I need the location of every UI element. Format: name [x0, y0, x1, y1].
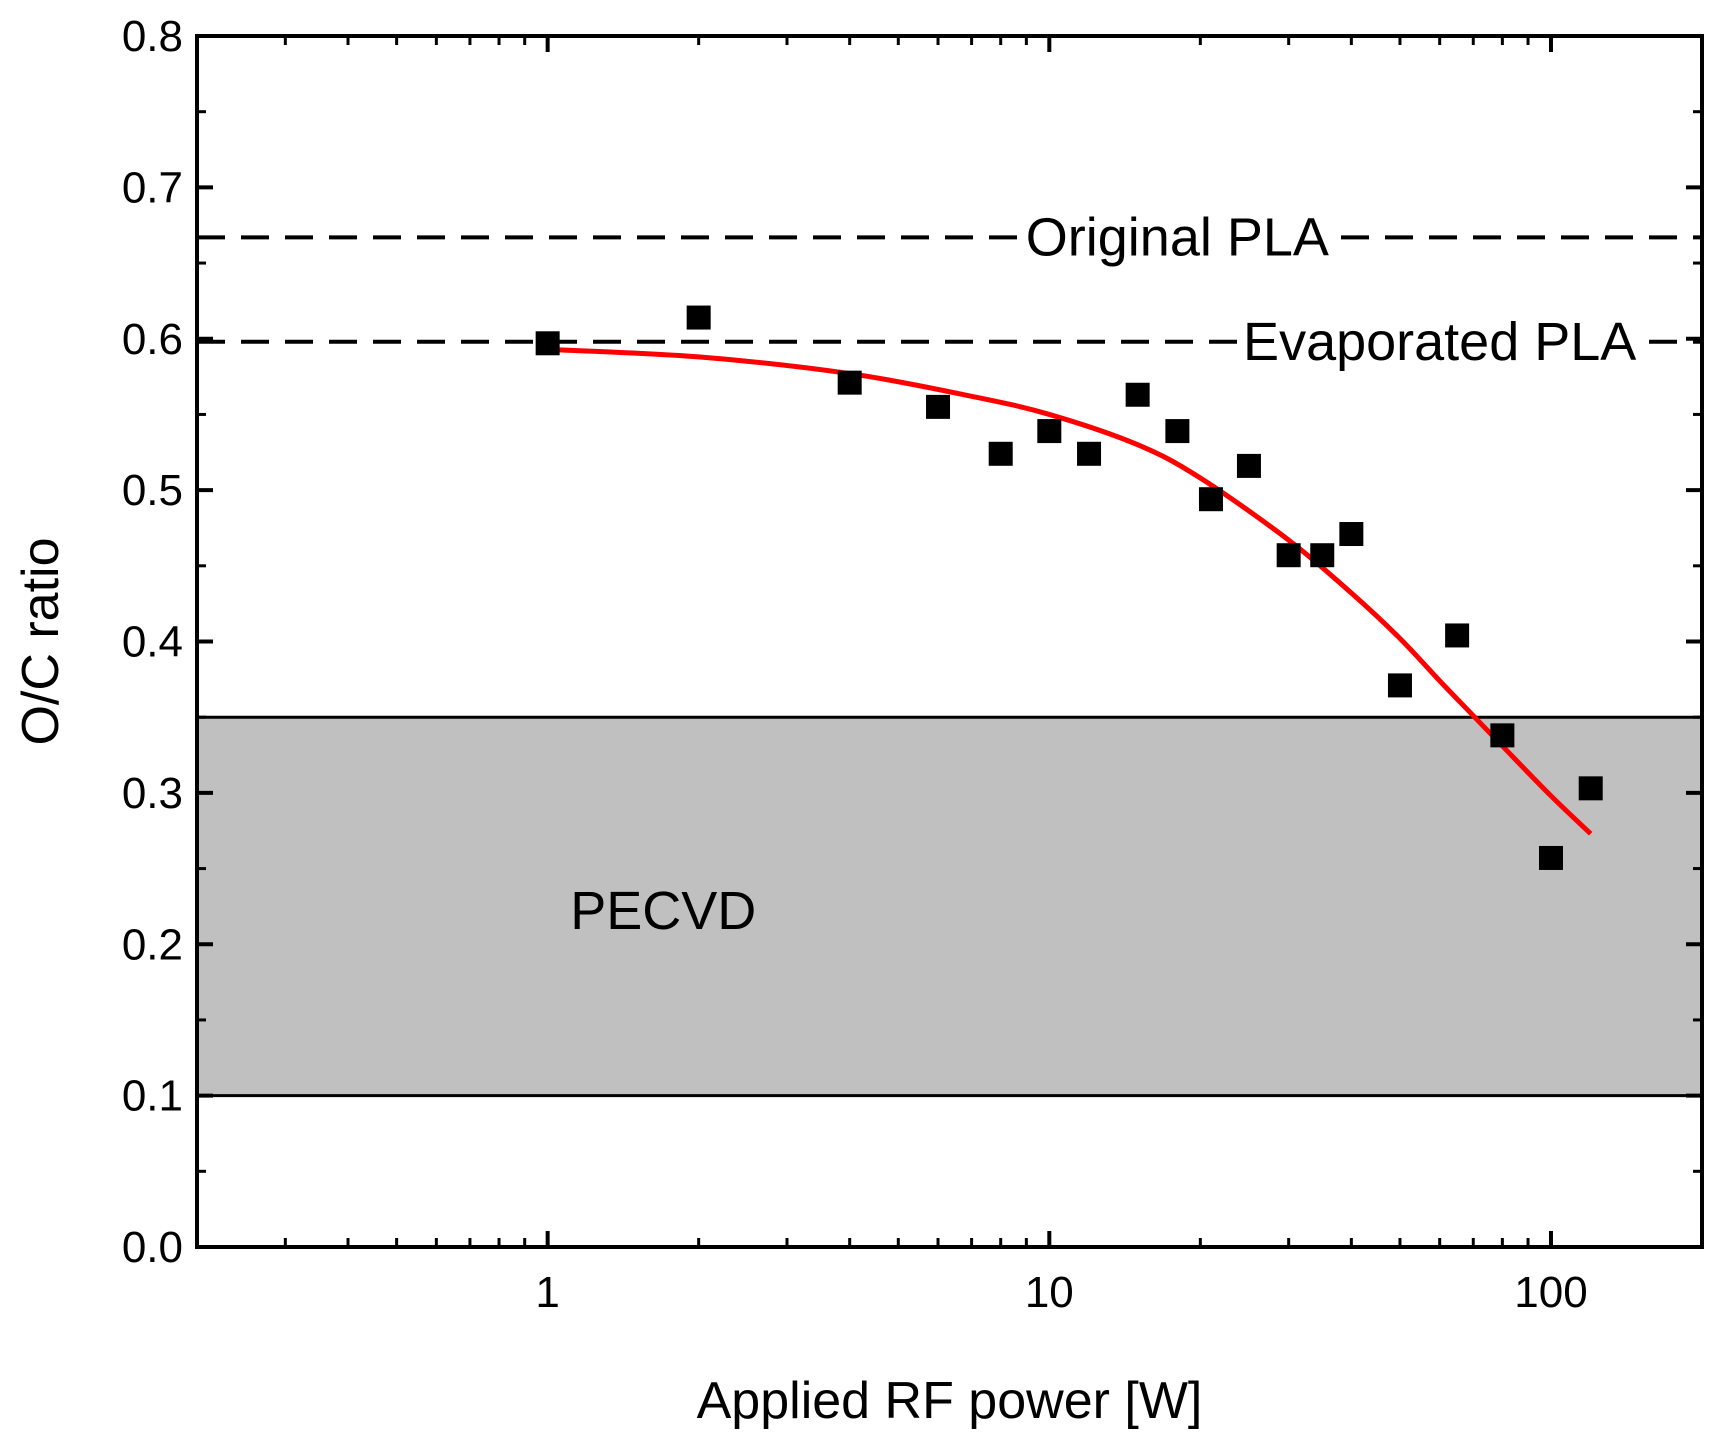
fit-curve: [547, 346, 1593, 836]
pecvd-band-layer: [197, 715, 1702, 1098]
reference-label-backing-1: [1019, 233, 1335, 242]
data-point-8: [1125, 382, 1150, 407]
data-point-4: [926, 394, 951, 419]
data-point-1: [535, 331, 560, 356]
y-tick-label: 0.3: [122, 769, 183, 818]
reference-lines-layer: [197, 233, 1702, 346]
x-tick-label: 1: [535, 1268, 559, 1317]
data-point-16: [1445, 623, 1470, 648]
data-point-14: [1339, 522, 1364, 547]
data-point-15: [1387, 673, 1412, 698]
data-point-18: [1538, 845, 1563, 870]
data-point-19: [1578, 776, 1603, 801]
data-point-5: [988, 441, 1013, 466]
data-points-layer: [535, 305, 1603, 870]
data-point-3: [837, 370, 862, 395]
y-tick-label: 0.4: [122, 618, 183, 667]
y-tick-label: 0.5: [122, 466, 183, 515]
data-point-6: [1037, 419, 1062, 444]
reference-label-2: Evaporated PLA: [1243, 312, 1636, 372]
y-tick-label: 0.0: [122, 1223, 183, 1272]
data-point-7: [1077, 441, 1102, 466]
y-tick-label: 0.7: [122, 163, 183, 212]
data-point-10: [1198, 487, 1223, 512]
data-point-12: [1276, 543, 1301, 568]
x-axis-title: Applied RF power [W]: [697, 1372, 1203, 1430]
data-point-2: [686, 305, 711, 330]
y-tick-label: 0.1: [122, 1072, 183, 1121]
y-tick-label: 0.8: [122, 12, 183, 61]
pecvd-label: PECVD: [570, 881, 756, 941]
fit-curve-layer: [547, 346, 1593, 836]
x-tick-label: 100: [1514, 1268, 1587, 1317]
data-point-9: [1165, 419, 1190, 444]
y-axis-title: O/C ratio: [12, 537, 70, 745]
axes-layer: [195, 34, 1704, 1249]
pecvd-band: [197, 717, 1702, 1096]
reference-label-1: Original PLA: [1026, 207, 1329, 267]
labels-layer: PECVD Original PLA Evaporated PLA 0.0 0.1 0.2…: [12, 12, 1636, 1430]
data-point-13: [1310, 543, 1335, 568]
reference-label-backing-2: [1237, 337, 1643, 346]
data-point-11: [1236, 453, 1261, 478]
data-point-17: [1490, 723, 1515, 748]
x-tick-label: 10: [1025, 1268, 1074, 1317]
y-tick-label: 0.6: [122, 315, 183, 364]
y-tick-label: 0.2: [122, 920, 183, 969]
